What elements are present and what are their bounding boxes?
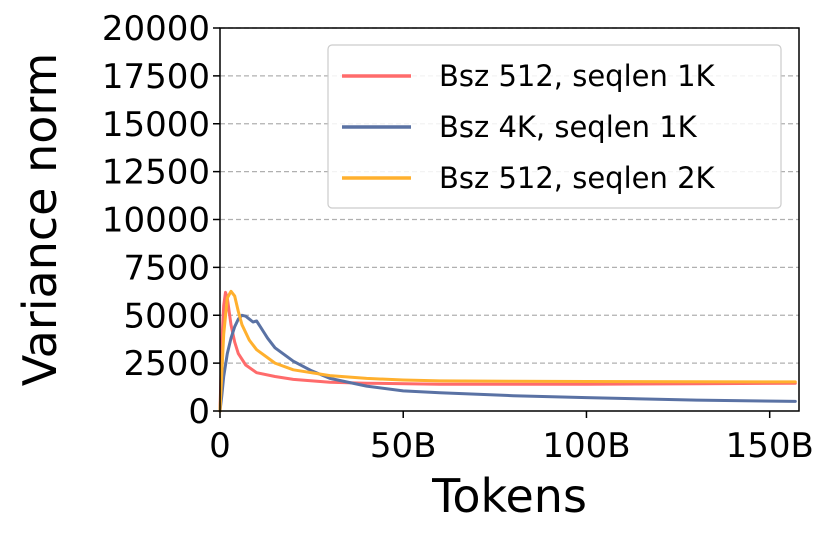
y-tick-label: 15000	[102, 105, 210, 145]
y-axis-ticks: 0 2500 5000 7500 10000 12500 15000 17500 20000	[102, 9, 220, 432]
y-tick-label: 20000	[102, 9, 210, 49]
x-tick-label: 150B	[726, 426, 814, 466]
legend-label: Bsz 4K, seqlen 1K	[439, 110, 698, 144]
legend-label: Bsz 512, seqlen 2K	[439, 161, 716, 195]
series-line	[218, 289, 797, 413]
x-tick-label: 50B	[370, 426, 437, 466]
x-tick-label: 100B	[542, 426, 630, 466]
x-axis-title: Tokens	[431, 469, 587, 523]
y-tick-label: 10000	[102, 201, 210, 241]
legend: Bsz 512, seqlen 1K Bsz 4K, seqlen 1K Bsz 5…	[327, 44, 782, 209]
y-tick-label: 17500	[102, 57, 210, 97]
y-axis-title: Variance norm	[13, 53, 67, 387]
legend-label: Bsz 512, seqlen 1K	[439, 59, 716, 93]
y-tick-label: 7500	[123, 248, 210, 288]
y-tick-label: 0	[188, 392, 210, 432]
series-line	[218, 313, 797, 413]
x-tick-label: 0	[209, 426, 231, 466]
series-line	[218, 290, 797, 413]
series-lines	[218, 289, 797, 413]
y-tick-label: 5000	[123, 296, 210, 336]
y-tick-label: 12500	[102, 153, 210, 193]
legend-box	[327, 44, 782, 209]
y-tick-label: 2500	[123, 344, 210, 384]
x-axis-ticks: 0 50B 100B 150B	[209, 411, 814, 466]
